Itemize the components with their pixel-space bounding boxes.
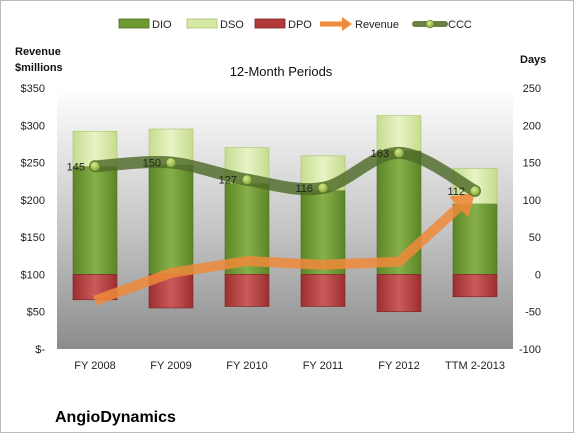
revenue-arrowhead xyxy=(449,192,475,218)
legend-item-ccc: CCC xyxy=(412,19,472,31)
legend-label: DPO xyxy=(288,19,312,31)
ccc-point xyxy=(393,147,405,159)
legend-swatch xyxy=(118,18,150,29)
right-tick-label: -50 xyxy=(525,307,541,319)
dio-bar xyxy=(452,203,498,275)
ccc-point xyxy=(89,160,101,172)
ccc-data-label: 112 xyxy=(447,186,465,198)
legend-marker xyxy=(425,19,435,29)
ccc-data-label: 127 xyxy=(219,175,237,187)
legend-label: Revenue xyxy=(355,19,399,31)
left-tick-label: $- xyxy=(35,344,45,356)
left-axis-title-line2: $millions xyxy=(15,62,63,74)
dio-bar xyxy=(72,166,118,275)
ccc-point xyxy=(165,157,177,168)
dio-bar xyxy=(148,164,194,275)
ccc-series: 145 150 127 116 163 112 xyxy=(67,146,481,198)
ccc-data-label: 145 xyxy=(67,161,85,173)
plot-area xyxy=(57,88,513,349)
x-tick-label: FY 2009 xyxy=(150,360,191,372)
company-name: AngioDynamics xyxy=(55,409,176,426)
legend-swatch xyxy=(254,18,286,29)
legend-item-dpo: DPO xyxy=(254,18,312,31)
x-axis-ticks: FY 2008 FY 2009 FY 2010 FY 2011 FY 2012 TTM 2… xyxy=(74,360,505,372)
ccc-point xyxy=(241,174,253,186)
dpo-bar xyxy=(300,274,346,307)
right-tick-label: 100 xyxy=(523,195,541,207)
x-tick-label: FY 2010 xyxy=(226,360,267,372)
ccc-data-label: 163 xyxy=(371,148,389,160)
right-tick-label: 150 xyxy=(523,158,541,170)
x-tick-label: FY 2011 xyxy=(303,360,344,372)
left-tick-label: $50 xyxy=(27,307,45,319)
right-axis-ticks: -100 -50 0 50 100 150 200 250 xyxy=(519,83,541,356)
ccc-data-label: 150 xyxy=(143,158,161,170)
legend-arrowhead xyxy=(342,17,352,31)
revenue-series xyxy=(93,192,475,306)
x-tick-label: TTM 2-2013 xyxy=(445,360,505,372)
right-tick-label: 0 xyxy=(535,269,541,281)
left-tick-label: $150 xyxy=(21,232,45,244)
legend-item-dio: DIO xyxy=(118,18,172,31)
legend-item-dso: DSO xyxy=(186,18,244,31)
left-tick-label: $350 xyxy=(21,83,45,95)
left-tick-label: $100 xyxy=(21,269,45,281)
dso-bar xyxy=(376,115,422,151)
ccc-point xyxy=(469,185,481,197)
dpo-bar xyxy=(376,274,422,313)
right-tick-label: 250 xyxy=(523,83,541,95)
left-tick-label: $250 xyxy=(21,158,45,170)
x-tick-label: FY 2008 xyxy=(74,360,115,372)
dpo-bar xyxy=(224,274,270,307)
left-tick-label: $300 xyxy=(21,120,45,132)
chart-subtitle: 12-Month Periods xyxy=(230,64,333,79)
legend-label: DSO xyxy=(220,19,244,31)
left-tick-label: $200 xyxy=(21,195,45,207)
right-tick-label: 200 xyxy=(523,120,541,132)
left-axis-title-line1: Revenue xyxy=(15,46,61,58)
right-tick-label: -100 xyxy=(519,344,541,356)
right-axis-title: Days xyxy=(520,54,546,66)
ccc-data-label: 116 xyxy=(295,183,313,195)
legend-label: DIO xyxy=(152,19,172,31)
left-axis-ticks: $- $50 $100 $150 $200 $250 $300 $350 xyxy=(21,83,46,356)
legend-label: CCC xyxy=(448,19,472,31)
ccc-point xyxy=(317,182,329,194)
legend-item-revenue: Revenue xyxy=(320,17,399,31)
revenue-line xyxy=(93,203,463,306)
x-tick-label: FY 2012 xyxy=(378,360,419,372)
dpo-bar xyxy=(452,274,498,298)
legend: DIO DSO DPO Revenue CCC xyxy=(118,17,472,31)
legend-swatch xyxy=(186,18,218,29)
right-tick-label: 50 xyxy=(529,232,541,244)
